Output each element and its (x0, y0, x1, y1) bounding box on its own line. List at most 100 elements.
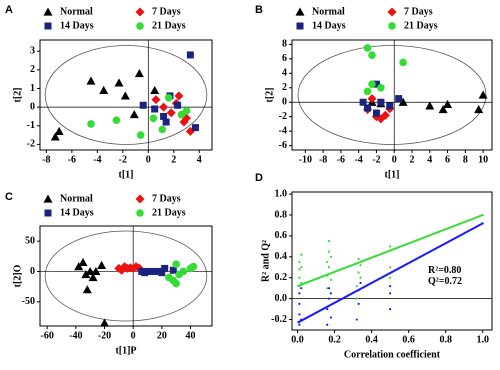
plot-frame (39, 225, 213, 327)
marker (359, 98, 367, 106)
y-tick-label: -2 (27, 139, 35, 150)
marker (162, 118, 170, 126)
marker (182, 107, 191, 115)
marker (100, 318, 109, 327)
legend-label: 7 Days (152, 193, 181, 204)
panel-label: C (5, 191, 13, 203)
marker (185, 126, 195, 136)
y-tick-label: -6 (279, 140, 287, 151)
marker (364, 104, 372, 112)
x-tick-label: -60 (40, 330, 53, 341)
y-tick-label: -2 (279, 111, 287, 122)
x-tick-label: 4 (197, 154, 202, 165)
legend-marker (135, 7, 145, 17)
marker (372, 109, 380, 117)
marker (327, 266, 331, 269)
y-tick-label: 1 (30, 83, 35, 94)
marker (300, 287, 303, 290)
marker (129, 110, 139, 119)
marker (372, 80, 380, 88)
panel-label: A (5, 4, 13, 16)
legend-label: 7 Days (404, 6, 433, 17)
y-tick-label: 0.4 (275, 251, 288, 262)
marker (74, 262, 84, 271)
legend-label: 14 Days (60, 207, 94, 218)
marker (161, 264, 169, 272)
marker (327, 250, 331, 253)
marker (139, 101, 147, 109)
marker (298, 323, 301, 326)
y-tick-label: 50 (25, 235, 35, 246)
annotation: R²=0.80 (428, 265, 461, 276)
legend-marker (135, 194, 145, 204)
y-tick-label: 0 (282, 97, 287, 108)
marker (81, 269, 91, 279)
marker (78, 257, 88, 266)
marker (166, 108, 176, 118)
marker (389, 266, 392, 269)
marker (327, 297, 331, 300)
hotelling-ellipse (44, 45, 208, 145)
marker (172, 260, 180, 268)
legend-label: 21 Days (152, 207, 186, 218)
x-tick-label: 10 (478, 154, 488, 165)
marker (50, 132, 60, 141)
marker (179, 267, 188, 276)
legend-marker (43, 7, 53, 16)
x-tick-label: 0.6 (402, 334, 415, 345)
y-axis-label: t[2] (12, 88, 23, 103)
plot-frame (39, 39, 213, 151)
marker (174, 101, 182, 109)
marker (169, 266, 177, 274)
marker (326, 287, 329, 290)
marker (141, 269, 149, 277)
y-tick-label: -0.2 (271, 314, 287, 325)
y-tick-label: 1.0 (275, 188, 288, 199)
y-tick-label: -4 (279, 125, 287, 136)
x-tick-label: 0.8 (439, 334, 452, 345)
y-tick-label: 8 (282, 39, 287, 50)
marker (191, 124, 199, 132)
y-tick-label: 2 (30, 64, 35, 75)
y-tick-label: 6 (282, 53, 287, 64)
x-tick-label: 2 (410, 154, 415, 165)
marker (380, 110, 390, 120)
legend-label: Normal (60, 193, 93, 204)
marker (481, 222, 484, 225)
hotelling-ellipse (297, 45, 487, 145)
marker (114, 78, 124, 87)
marker (150, 85, 160, 94)
marker (300, 281, 303, 285)
marker (99, 85, 109, 94)
marker (298, 268, 301, 271)
marker (359, 281, 362, 285)
legend-label: 21 Days (404, 20, 438, 31)
marker (300, 253, 303, 256)
y-tick-label: 0.6 (275, 230, 288, 241)
marker (149, 267, 157, 275)
marker (367, 94, 377, 104)
x-tick-label: 20 (157, 330, 167, 341)
marker (438, 104, 448, 114)
marker (300, 318, 303, 321)
panel-label: D (255, 172, 263, 184)
marker (151, 95, 161, 105)
x-tick-label: 0.2 (328, 334, 341, 345)
marker (326, 260, 329, 264)
marker (159, 102, 169, 112)
marker (186, 51, 194, 59)
x-tick-label: -4 (354, 154, 362, 165)
marker (85, 266, 95, 276)
marker (389, 292, 392, 295)
legend-marker (44, 209, 52, 217)
marker (117, 265, 127, 275)
marker (326, 274, 329, 277)
annotation: Q²=0.72 (428, 276, 462, 287)
marker (112, 116, 121, 124)
marker (377, 83, 385, 92)
marker (86, 76, 96, 85)
marker (298, 276, 301, 279)
hotelling-ellipse (44, 230, 208, 322)
x-tick-label: 1.0 (476, 334, 489, 345)
marker (443, 99, 453, 109)
